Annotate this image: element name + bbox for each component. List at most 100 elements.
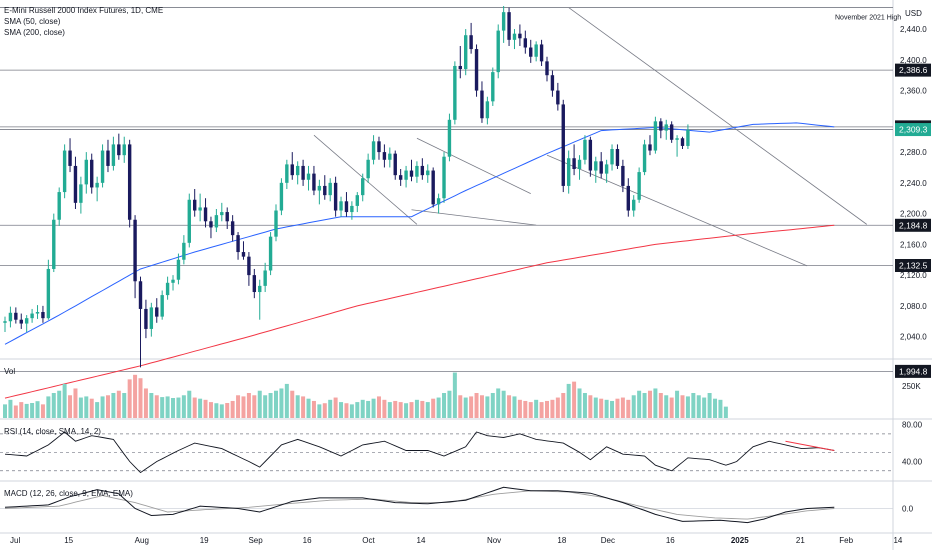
volume-bar (647, 390, 652, 418)
candle (534, 44, 538, 57)
volume-bar (474, 393, 479, 418)
candle (539, 44, 544, 62)
volume-bar (95, 402, 100, 418)
candle (675, 138, 679, 140)
volume-bar (73, 388, 78, 418)
volume-bar (111, 393, 116, 418)
time-axis-label: Jul (10, 536, 20, 545)
rsi-tick: 40.00 (902, 458, 923, 467)
candle (431, 170, 435, 205)
candle (545, 61, 549, 76)
time-axis-label: 15 (64, 536, 73, 545)
rsi-ma-line (785, 440, 835, 451)
volume-bar (57, 390, 62, 418)
volume-bar (295, 395, 300, 418)
volume-bar (463, 397, 468, 418)
volume-bar (561, 393, 566, 418)
legend-volume[interactable]: Vol (4, 367, 16, 376)
volume-bar (127, 379, 132, 418)
time-axis-label: 16 (666, 536, 675, 545)
candle (225, 212, 229, 222)
candle (442, 156, 446, 199)
macd-tick: 0.0 (902, 504, 914, 513)
volume-bar (306, 398, 311, 418)
candle (409, 170, 414, 177)
candle (106, 150, 110, 166)
candle (214, 215, 219, 228)
candle (604, 164, 609, 174)
volume-bar (165, 396, 170, 418)
volume-bar (545, 400, 549, 418)
volume-bar (376, 396, 381, 418)
volume-bar (13, 405, 18, 418)
candle (333, 182, 338, 211)
volume-bar (40, 404, 45, 418)
time-axis-label: Dec (601, 536, 615, 545)
volume-bar (626, 399, 631, 418)
volume-bar (181, 395, 186, 418)
volume-bar (528, 402, 533, 418)
candle (295, 165, 300, 176)
price-label-box (895, 218, 931, 232)
volume-bar (382, 399, 387, 418)
volume-bar (582, 393, 587, 418)
candle (669, 124, 674, 140)
sma50-line (4, 122, 835, 345)
candle (57, 192, 61, 220)
volume-bar (393, 400, 398, 418)
volume-bar (62, 383, 67, 418)
sma200-line (4, 224, 835, 399)
volume-bar (507, 395, 512, 418)
volume-bar (116, 390, 121, 418)
candle (588, 139, 593, 171)
candle (615, 149, 620, 166)
legend-macd[interactable]: MACD (12, 26, close, 9, EMA, EMA) (4, 489, 133, 498)
volume-bar (615, 398, 620, 418)
candle (41, 312, 45, 319)
trendline (411, 209, 537, 226)
candle (312, 173, 316, 191)
legend-rsi[interactable]: RSI (14, close, SMA, 14, 2) (4, 427, 101, 436)
candle (203, 207, 208, 222)
candle (268, 236, 273, 271)
candle (241, 252, 246, 257)
volume-bar (8, 399, 13, 418)
time-axis-label: Oct (362, 536, 375, 545)
candle (285, 164, 289, 183)
volume-bar (187, 390, 192, 418)
volume-bar (263, 395, 268, 418)
candle (583, 139, 587, 160)
volume-bar (398, 402, 403, 418)
legend-sma200[interactable]: SMA (200, close) (4, 28, 65, 37)
volume-bar (317, 404, 322, 418)
volume-bar (311, 400, 316, 418)
volume-bar (105, 395, 110, 418)
candle (301, 165, 305, 180)
time-axis-label: 2025 (731, 536, 749, 545)
candle (480, 90, 484, 119)
volume-bar (78, 397, 83, 418)
candle (279, 182, 284, 211)
candle (577, 159, 582, 170)
candle (355, 195, 359, 206)
volume-bar (620, 397, 625, 418)
volume-bar (214, 403, 219, 418)
candle (111, 144, 116, 166)
candle (230, 221, 235, 236)
candle (8, 312, 13, 322)
legend-sma50[interactable]: SMA (50, close) (4, 17, 61, 26)
volume-bar (566, 383, 571, 418)
candle (642, 144, 647, 173)
volume-bar (447, 390, 452, 418)
time-axis-label: 19 (200, 536, 209, 545)
volume-bar (713, 398, 718, 418)
volume-bar (268, 393, 273, 418)
candle (529, 47, 533, 57)
volume-bar (588, 395, 593, 418)
time-axis-label: Aug (135, 536, 149, 545)
candle (518, 33, 522, 39)
candle (659, 121, 663, 131)
volume-bar (198, 398, 203, 418)
candle (393, 153, 397, 176)
